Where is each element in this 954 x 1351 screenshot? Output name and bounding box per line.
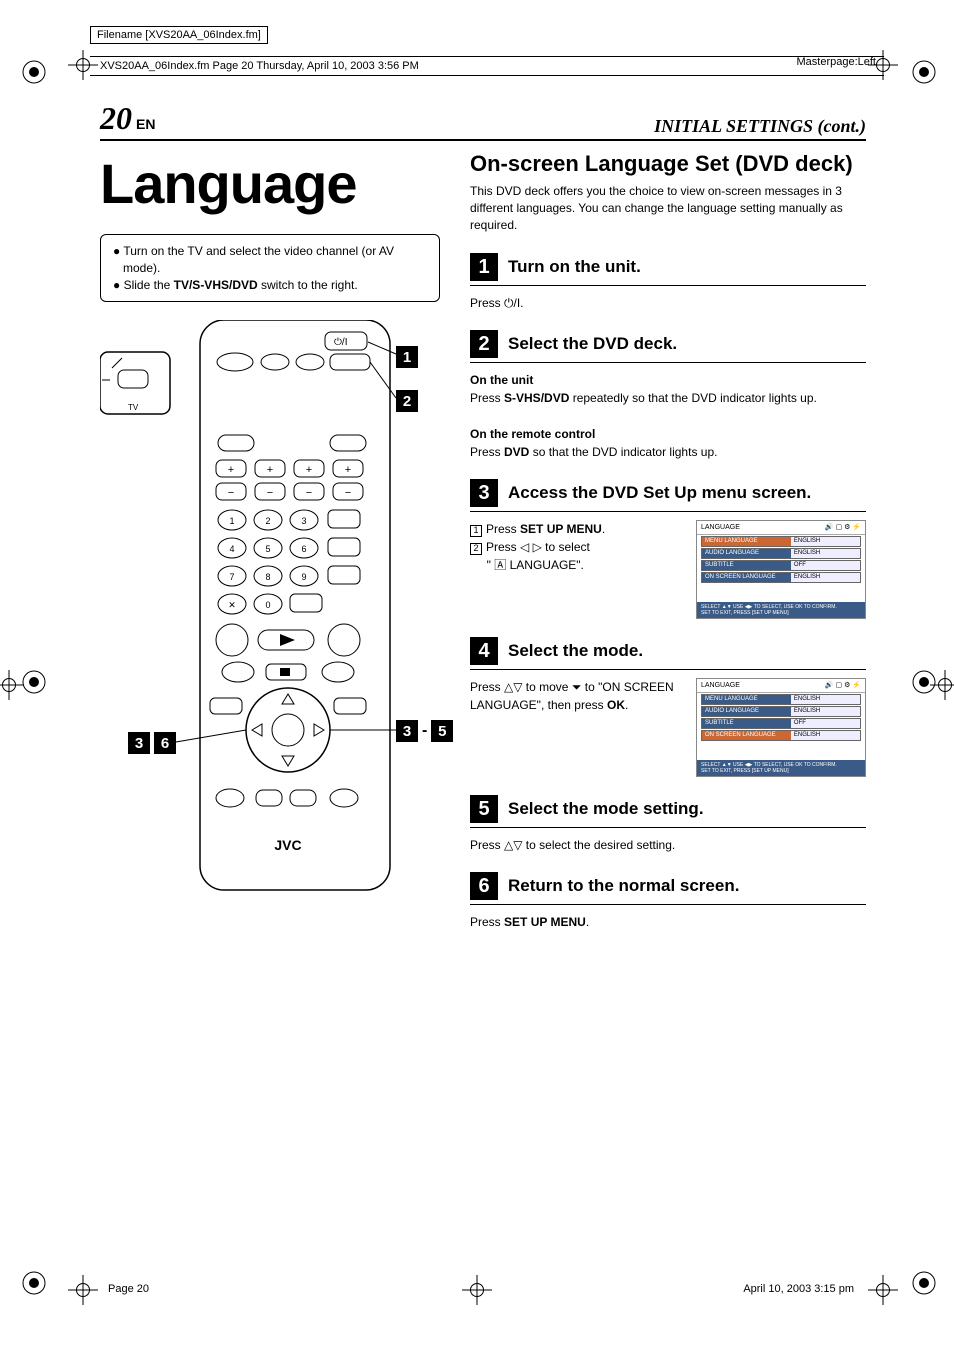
step-body: Press △▽ to select the desired setting. — [470, 836, 866, 854]
step-sub: On the remote control — [470, 427, 595, 441]
callout-3-5: 3 - 5 — [396, 720, 453, 742]
footer-date: April 10, 2003 3:15 pm — [743, 1283, 854, 1295]
page-number: 20 EN — [100, 100, 155, 137]
step-num: 6 — [470, 872, 498, 900]
page-number-value: 20 — [100, 100, 132, 137]
menu-screenshot: LANGUAGE 🔊 ▢ ⚙ ⚡ MENU LANGUAGEENGLISH AU… — [696, 678, 866, 777]
step-title: Select the mode. — [508, 641, 643, 661]
crosshair-icon — [868, 1275, 898, 1305]
substep-num: 2 — [470, 543, 482, 555]
svg-text:−: − — [228, 487, 234, 499]
svg-text:7: 7 — [229, 572, 234, 582]
step-title: Select the mode setting. — [508, 799, 704, 819]
svg-text:9: 9 — [301, 572, 306, 582]
content: 20 EN INITIAL SETTINGS (cont.) Language … — [100, 100, 866, 949]
step-num: 3 — [470, 479, 498, 507]
remote-svg: TV ⏻/I — [100, 320, 440, 900]
step-num: 1 — [470, 253, 498, 281]
frame-header-text: XVS20AA_06Index.fm Page 20 Thursday, Apr… — [100, 60, 419, 72]
step-num: 5 — [470, 795, 498, 823]
step-header: 5 Select the mode setting. — [470, 795, 866, 828]
step-title: Turn on the unit. — [508, 257, 641, 277]
callout-1: 1 — [396, 346, 418, 368]
svg-text:1: 1 — [229, 516, 234, 526]
menu-title: LANGUAGE — [701, 681, 740, 692]
step-header: 4 Select the mode. — [470, 637, 866, 670]
step-header: 3 Access the DVD Set Up menu screen. — [470, 479, 866, 512]
svg-text:−: − — [306, 487, 312, 499]
right-column: On-screen Language Set (DVD deck) This D… — [470, 151, 866, 949]
svg-text:JVC: JVC — [274, 837, 301, 853]
frame-header: XVS20AA_06Index.fm Page 20 Thursday, Apr… — [90, 56, 884, 76]
menu-screenshot: LANGUAGE 🔊 ▢ ⚙ ⚡ MENU LANGUAGEENGLISH AU… — [696, 520, 866, 619]
footer-page: Page 20 — [108, 1283, 149, 1295]
svg-text:4: 4 — [229, 544, 234, 554]
step-title: Return to the normal screen. — [508, 876, 739, 896]
step-num: 2 — [470, 330, 498, 358]
step-header: 1 Turn on the unit. — [470, 253, 866, 286]
page-lang: EN — [136, 116, 155, 132]
step-num: 4 — [470, 637, 498, 665]
page: Filename [XVS20AA_06Index.fm] XVS20AA_06… — [0, 0, 954, 1351]
step-body: Press ⏻/I. — [470, 294, 866, 312]
callout-3b: 3 — [128, 732, 150, 754]
callout-5: 5 — [431, 720, 453, 742]
menu-title: LANGUAGE — [701, 523, 740, 534]
left-column: Language Turn on the TV and select the v… — [100, 151, 440, 949]
svg-text:5: 5 — [265, 544, 270, 554]
svg-text:+: + — [228, 464, 234, 476]
svg-text:−: − — [345, 487, 351, 499]
step-title: Access the DVD Set Up menu screen. — [508, 483, 811, 503]
callout-6: 6 — [154, 732, 176, 754]
reg-mark-icon — [22, 670, 46, 694]
step-body: Press SET UP MENU. — [470, 913, 866, 931]
reg-mark-icon — [22, 60, 46, 84]
step-sub: On the unit — [470, 373, 533, 387]
info-box: Turn on the TV and select the video chan… — [100, 234, 440, 302]
svg-text:6: 6 — [301, 544, 306, 554]
svg-text:TV: TV — [128, 403, 139, 412]
step-body: On the unit Press S-VHS/DVD repeatedly s… — [470, 371, 866, 461]
step-body: Press △▽ to move ⏷ to "ON SCREEN LANGUAG… — [470, 678, 866, 777]
substep-num: 1 — [470, 525, 482, 537]
dash: - — [422, 722, 427, 740]
main-heading: Language — [100, 151, 440, 216]
svg-text:+: + — [306, 464, 312, 476]
step-title: Select the DVD deck. — [508, 334, 677, 354]
intro-text: This DVD deck offers you the choice to v… — [470, 183, 866, 233]
reg-mark-icon — [912, 1271, 936, 1295]
info-item: Slide the TV/S-VHS/DVD switch to the rig… — [113, 277, 427, 294]
page-header-row: 20 EN INITIAL SETTINGS (cont.) — [100, 100, 866, 141]
svg-text:✕: ✕ — [228, 600, 236, 610]
reg-mark-icon — [912, 60, 936, 84]
reg-mark-icon — [22, 1271, 46, 1295]
svg-text:0: 0 — [265, 600, 270, 610]
callout-3: 3 — [396, 720, 418, 742]
svg-text:3: 3 — [301, 516, 306, 526]
filename-label: Filename [XVS20AA_06Index.fm] — [90, 26, 268, 44]
callout-2: 2 — [396, 390, 418, 412]
menu-icons: 🔊 ▢ ⚙ ⚡ — [825, 523, 861, 534]
svg-text:2: 2 — [265, 516, 270, 526]
svg-text:+: + — [345, 464, 351, 476]
step-header: 2 Select the DVD deck. — [470, 330, 866, 363]
svg-text:8: 8 — [265, 572, 270, 582]
crosshair-icon — [68, 1275, 98, 1305]
step-header: 6 Return to the normal screen. — [470, 872, 866, 905]
svg-text:+: + — [267, 464, 273, 476]
masterpage-label: Masterpage:Left — [797, 56, 877, 68]
info-item: Turn on the TV and select the video chan… — [113, 243, 427, 277]
svg-text:⏻/I: ⏻/I — [334, 337, 347, 348]
remote-figure: TV ⏻/I — [100, 320, 440, 900]
crosshair-icon — [0, 670, 24, 700]
svg-text:−: − — [267, 487, 273, 499]
footer: Page 20 April 10, 2003 3:15 pm — [108, 1283, 854, 1295]
crosshair-icon — [930, 670, 954, 700]
step-body: 1Press SET UP MENU. 2Press ◁ ▷ to select… — [470, 520, 866, 619]
section-title: INITIAL SETTINGS (cont.) — [654, 116, 866, 137]
menu-icons: 🔊 ▢ ⚙ ⚡ — [825, 681, 861, 692]
sub-heading: On-screen Language Set (DVD deck) — [470, 151, 866, 177]
callout-3-6: 3 6 — [128, 732, 176, 754]
